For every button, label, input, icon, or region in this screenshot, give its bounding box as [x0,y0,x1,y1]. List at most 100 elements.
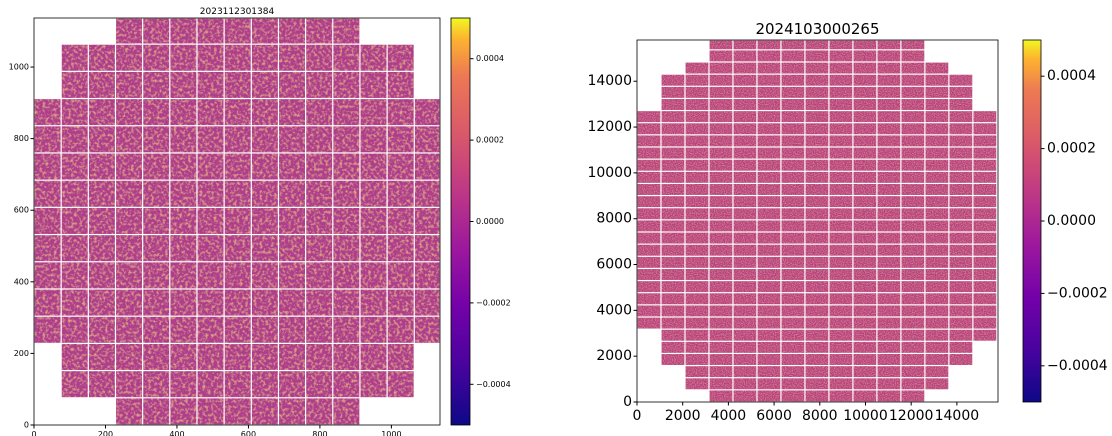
detector-cell [901,62,925,74]
detector-cell [224,126,251,153]
detector-cell [224,398,251,425]
detector-cell [973,184,997,195]
detector-cell [901,171,925,183]
detector-cell [949,244,973,256]
detector-cell [88,289,115,316]
detector-cell [333,207,360,234]
detector-cell [709,232,733,244]
detector-cell [333,371,360,398]
detector-cell [306,207,333,234]
detector-cell [251,126,278,153]
detector-cell [197,207,224,234]
detector-cell [829,74,853,86]
detector-cell [949,354,973,365]
detector-cell [877,171,901,183]
detector-cell [733,40,757,50]
detector-cell [116,262,143,289]
detector-cell [143,235,170,262]
detector-cell [279,44,306,71]
detector-cell [224,99,251,126]
detector-cell [973,269,997,280]
y-tick-label: 0 [623,394,632,410]
detector-cell [685,184,709,195]
detector-cell [853,329,877,341]
detector-cell [170,289,197,316]
detector-cell [661,256,685,268]
detector-cell [949,232,973,244]
detector-cell [34,262,61,289]
detector-cell [781,147,805,159]
detector-cell [973,208,997,220]
detector-cell [781,354,805,365]
detector-cell [637,305,661,317]
detector-cell [757,159,781,171]
detector-cell [925,329,949,341]
detector-cell [949,317,973,329]
detector-cell [306,44,333,71]
detector-cell [360,71,387,98]
detector-cell [333,343,360,370]
detector-cell [973,111,997,123]
detector-cell [877,293,901,305]
detector-cell [709,50,733,62]
detector-cell [829,50,853,62]
detector-cell [143,262,170,289]
detector-cell [733,281,757,293]
detector-cell [901,341,925,353]
detector-cell [973,244,997,256]
colorbar-tick-label: 0.0004 [476,54,504,63]
detector-cell [805,341,829,353]
detector-cell [757,135,781,147]
detector-cell [709,220,733,232]
detector-cell [224,262,251,289]
y-tick-label: 12000 [587,119,632,135]
detector-cell [414,289,440,316]
detector-cell [733,99,757,110]
detector-cell [829,329,853,341]
colorbar-tick-label: 0.0004 [1047,68,1096,84]
detector-cell [973,171,997,183]
detector-cell [637,147,661,159]
detector-cell [877,147,901,159]
detector-cell [829,256,853,268]
detector-cell [877,40,901,50]
detector-cell [224,18,251,44]
detector-cell [925,147,949,159]
detector-cell [949,171,973,183]
detector-cell [685,74,709,86]
detector-cell [637,269,661,280]
detector-cell [306,316,333,343]
detector-cell [877,159,901,171]
detector-cell [829,341,853,353]
detector-cell [949,329,973,341]
detector-cell [637,111,661,123]
detector-cell [387,316,414,343]
detector-cell [709,62,733,74]
detector-cell [925,74,949,86]
detector-cell [757,329,781,341]
detector-cell [34,126,61,153]
detector-cell [306,289,333,316]
detector-cell [116,99,143,126]
detector-cell [685,244,709,256]
detector-cell [637,196,661,208]
detector-cell [88,180,115,207]
detector-cell [901,317,925,329]
detector-cell [781,40,805,50]
detector-cell [925,281,949,293]
detector-cell [805,62,829,74]
detector-cell [197,316,224,343]
detector-cell [637,281,661,293]
detector-cell [877,329,901,341]
detector-cell [973,159,997,171]
detector-cell [251,180,278,207]
chart-title: 2024103000265 [755,20,879,38]
detector-cell [88,316,115,343]
detector-cell [829,220,853,232]
detector-cell [88,153,115,180]
detector-cell [116,18,143,44]
detector-cell [805,256,829,268]
detector-cell [685,293,709,305]
colorbar-tick-label: −0.0004 [1047,358,1108,374]
detector-cell [853,341,877,353]
